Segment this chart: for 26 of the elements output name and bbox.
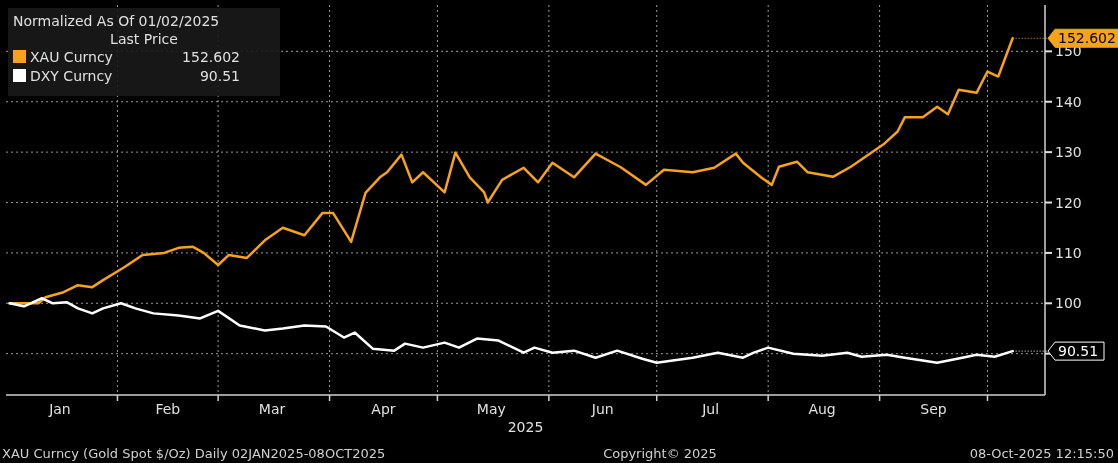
text: XAU Curncy (Gold Spot $/Oz) Daily 02JAN2025-08OCT2025 <box>2 446 386 461</box>
legend-title: Last Price <box>110 31 178 47</box>
y-tick-label: 110 <box>1055 244 1082 261</box>
x-tick-label: Jan <box>48 401 71 417</box>
text: 152.602 <box>182 49 240 65</box>
y-tick-label: 100 <box>1055 295 1082 312</box>
text: Copyright© 2025 <box>603 446 717 461</box>
x-tick-label: Sep <box>920 401 947 417</box>
x-tick-label: Aug <box>808 401 836 417</box>
legend-label: DXY Curncy <box>30 68 113 84</box>
text: 08-Oct-2025 12:15:50 <box>969 446 1114 461</box>
x-tick-label: Apr <box>371 401 396 417</box>
text: Normalized As Of 01/02/2025 <box>13 13 220 29</box>
data-label: 90.51 <box>1058 343 1099 360</box>
y-tick-label: 120 <box>1055 194 1082 211</box>
x-tick-label: Jul <box>701 401 720 417</box>
x-axis-title: 2025 <box>507 419 544 435</box>
x-tick-label: May <box>476 401 506 417</box>
x-tick-label: Mar <box>258 401 286 417</box>
x-tick-label: Jun <box>590 401 614 417</box>
x-tick-label: Feb <box>155 401 181 417</box>
text: 90.51 <box>199 68 240 84</box>
legend-label: XAU Curncy <box>30 49 113 65</box>
data-label: 152.602 <box>1058 30 1116 47</box>
y-tick-label: 140 <box>1055 93 1082 110</box>
y-tick-label: 130 <box>1055 144 1082 161</box>
